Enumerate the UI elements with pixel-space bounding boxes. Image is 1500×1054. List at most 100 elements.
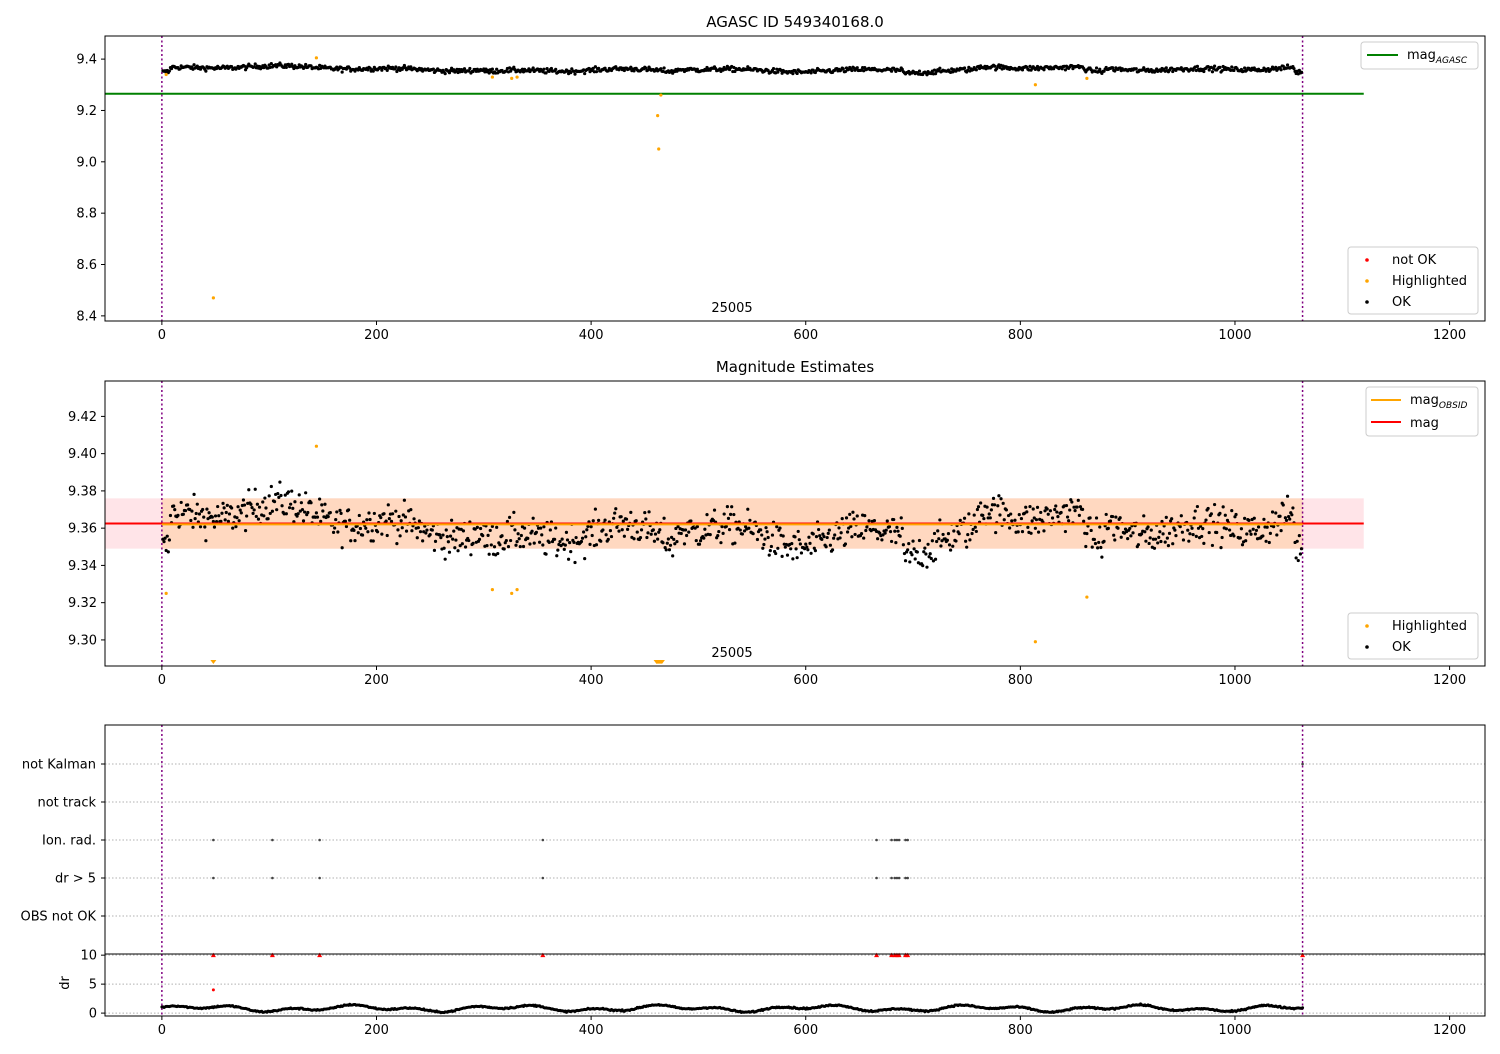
ok-point [447,550,452,554]
ok-point [889,69,894,73]
y-tick-label: 9.40 [68,447,97,462]
legend-label-ok-2: OK [1392,640,1411,655]
ok-point [304,62,308,67]
x-tick-label: 0 [158,1023,166,1038]
ok-point [283,493,287,497]
ok-point [974,68,978,72]
ok-point [1296,558,1300,563]
ok-point [270,509,275,513]
ok-point [336,530,340,534]
ok-point [334,517,338,522]
ok-point [656,537,660,541]
ok-point [845,530,850,534]
ok-point [884,528,888,532]
ok-point [1106,526,1110,531]
ok-point [646,531,650,535]
ok-point [712,508,717,512]
ok-point [183,508,188,513]
ok-point [941,532,945,537]
ok-point [673,542,677,546]
ok-point [662,516,666,520]
ok-point [468,66,472,71]
ok-point [698,539,703,543]
ok-point [207,511,211,515]
ok-point [203,525,207,529]
ok-point [1126,537,1130,541]
ok-point [683,528,688,532]
ok-point [458,544,462,548]
ok-point [532,541,536,545]
ok-point [269,62,273,66]
x-tick-label: 1000 [1218,328,1251,343]
ok-point [385,533,389,538]
ok-point [428,533,432,537]
ok-point [1193,509,1197,513]
ok-point [862,536,866,540]
ok-point [814,535,819,539]
ok-point [720,525,724,529]
ok-point [507,515,512,519]
ok-point [838,536,842,540]
ok-point [505,519,510,524]
legend-label-not-ok: not OK [1392,253,1437,268]
y-tick-label: 9.2 [76,104,97,119]
ok-point [441,533,445,537]
ok-point [517,537,521,541]
ok-point [946,532,951,536]
ok-point [1206,506,1210,511]
x-tick-label: 400 [579,328,604,343]
ok-point [453,546,457,550]
ok-point [1129,534,1133,538]
ok-point [1210,543,1215,548]
ok-point [1240,543,1245,547]
ok-point [1230,65,1234,69]
ok-point [1290,513,1294,517]
ok-point [1221,505,1225,509]
ok-point [907,542,911,546]
ok-point [390,512,395,516]
ok-point [204,539,208,543]
ok-point [397,514,401,519]
ok-point [553,537,557,541]
ok-point [1099,545,1103,550]
ok-point [284,65,288,69]
flag-category-label: dr > 5 [55,872,96,887]
ok-point [1279,529,1283,533]
ok-point [452,529,456,533]
ok-point [268,511,272,516]
ok-point [202,515,206,519]
ok-point [761,546,765,550]
ok-point [659,67,663,71]
flag-point [906,876,909,880]
ok-point [172,504,176,508]
ok-point [565,538,570,542]
ok-point [1108,519,1113,523]
ok-point [1039,510,1043,515]
legend-marker-highlighted-2 [1365,624,1369,628]
ok-point [204,69,208,73]
ok-point [1186,528,1190,532]
ok-point [1100,555,1104,559]
ok-point [635,530,639,534]
ok-point [687,530,691,534]
ok-point [1152,546,1157,550]
ok-point [593,65,598,69]
ok-point [965,545,969,549]
ok-point [822,534,826,539]
ok-point [212,525,217,529]
ok-point [1245,532,1249,536]
ok-point [398,534,402,538]
dr-point [1301,1006,1305,1010]
ok-point [1020,530,1025,534]
x-tick-label: 1000 [1218,1023,1251,1038]
ok-point [473,527,477,531]
ok-point [264,506,268,510]
ok-point [1292,67,1296,71]
ok-point [832,536,836,540]
panel-magnitude-x-ticks: 0 200 400 600 800 1000 1200 [158,666,1466,688]
ok-point [486,533,490,538]
ok-point [509,538,513,543]
ok-point [409,65,413,69]
ok-point [811,532,815,536]
ok-point [1228,528,1232,532]
